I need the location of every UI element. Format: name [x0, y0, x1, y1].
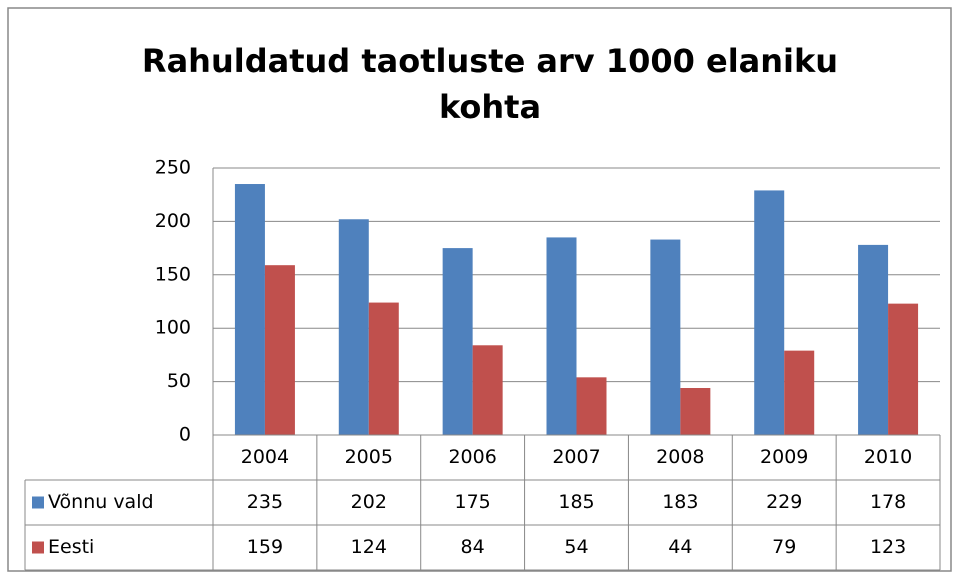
table-value: 175 — [455, 491, 491, 513]
bar — [264, 265, 295, 435]
legend-key — [32, 541, 44, 554]
x-tick-label: 2006 — [448, 446, 496, 468]
bar — [472, 345, 503, 435]
x-tick-label: 2008 — [656, 446, 704, 468]
bar — [576, 377, 607, 435]
bar — [234, 184, 265, 435]
bar — [368, 302, 399, 435]
bar — [888, 303, 919, 435]
bar — [650, 239, 681, 435]
y-tick-label: 150 — [155, 263, 191, 285]
x-tick-label: 2009 — [760, 446, 808, 468]
y-tick-label: 50 — [167, 370, 191, 392]
table-value: 84 — [461, 536, 485, 558]
x-tick-label: 2004 — [241, 446, 289, 468]
bar — [338, 219, 369, 435]
table-value: 44 — [668, 536, 692, 558]
table-value: 123 — [870, 536, 906, 558]
table-value: 183 — [662, 491, 698, 513]
y-tick-label: 200 — [155, 210, 191, 232]
table-value: 124 — [351, 536, 387, 558]
bar — [546, 237, 577, 435]
bar — [858, 244, 889, 435]
table-value: 178 — [870, 491, 906, 513]
x-tick-label: 2005 — [345, 446, 393, 468]
table-value: 229 — [766, 491, 802, 513]
table-value: 159 — [247, 536, 283, 558]
x-tick-label: 2007 — [552, 446, 600, 468]
chart-title: Rahuldatud taotluste arv 1000 elaniku ko… — [141, 42, 839, 126]
table-value: 54 — [564, 536, 588, 558]
chart-border — [7, 7, 952, 572]
legend-label: Võnnu vald — [48, 491, 154, 513]
table-value: 235 — [247, 491, 283, 513]
y-tick-label: 0 — [179, 424, 191, 446]
legend-label: Eesti — [48, 536, 94, 558]
y-tick-label: 250 — [155, 157, 191, 179]
legend-key — [32, 496, 44, 509]
y-tick-label: 100 — [155, 317, 191, 339]
bar — [680, 388, 711, 435]
bar — [442, 248, 473, 435]
table-value: 79 — [772, 536, 796, 558]
x-tick-label: 2010 — [864, 446, 912, 468]
bar — [754, 190, 785, 435]
bar — [784, 350, 815, 435]
table-value: 202 — [351, 491, 387, 513]
table-value: 185 — [558, 491, 594, 513]
